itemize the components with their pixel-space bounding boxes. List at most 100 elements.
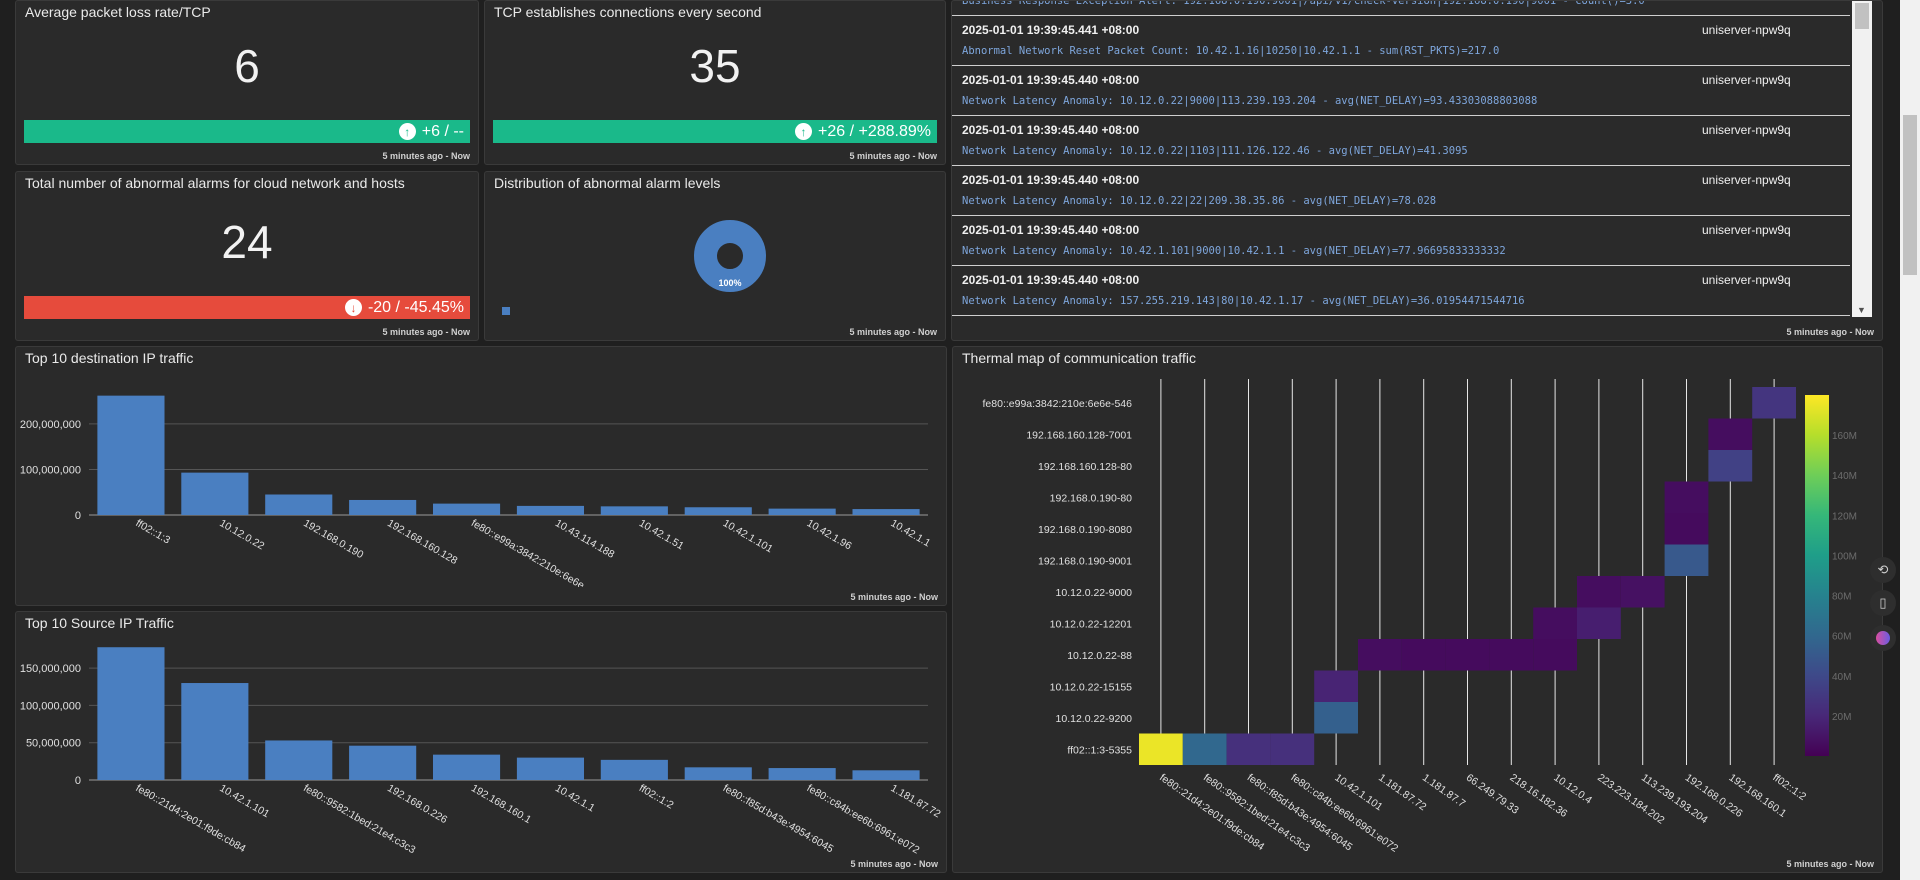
log-entry[interactable]: 2025-01-01 19:39:45.440 +08:00 uniserver-…	[952, 165, 1850, 216]
log-entry[interactable]: 2025-01-01 19:39:45.440 +08:00 uniserver-…	[952, 115, 1850, 166]
log-entry[interactable]: 2025-01-01 19:39:45.440 +08:00 uniserver-…	[952, 265, 1850, 316]
bar[interactable]	[265, 494, 333, 516]
log-host: uniserver-npw9q	[1702, 73, 1791, 87]
y-tick-label: 0	[75, 510, 81, 522]
pie-slice-label: 100%	[718, 278, 741, 288]
bar[interactable]	[600, 506, 668, 515]
bar[interactable]	[768, 768, 836, 780]
bar[interactable]	[349, 499, 417, 515]
bar[interactable]	[432, 754, 501, 780]
bar[interactable]	[97, 647, 165, 780]
heatmap-cell[interactable]	[1182, 733, 1227, 766]
bar[interactable]	[349, 745, 417, 780]
x-tick-label: 10.12.0.22	[217, 517, 266, 552]
panel-title: Thermal map of communication traffic	[962, 350, 1196, 366]
bar[interactable]	[516, 505, 585, 515]
heatmap-cell[interactable]	[1620, 576, 1665, 608]
log-timestamp: 2025-01-01 19:39:45.440 +08:00	[962, 223, 1140, 237]
panel-alarm-log: Business Response Exception Alert: 192.1…	[951, 0, 1883, 341]
page-scrollbar-thumb[interactable]	[1903, 115, 1917, 275]
heatmap-cell[interactable]	[1445, 639, 1490, 671]
bar[interactable]	[600, 759, 668, 780]
log-scrollbar[interactable]: ▼	[1852, 1, 1872, 317]
bar[interactable]	[181, 683, 249, 780]
arrow-down-icon: ↓	[344, 299, 362, 316]
x-tick-label: 10.42.1.101	[721, 517, 775, 555]
panel-alarm-distribution: Distribution of abnormal alarm levels 10…	[484, 171, 946, 341]
y-tick-label: 150,000,000	[20, 663, 81, 675]
log-timestamp: 2025-01-01 19:39:45.440 +08:00	[962, 123, 1140, 137]
colorbar-tick-label: 160M	[1832, 431, 1857, 442]
bar[interactable]	[516, 757, 585, 780]
y-tick-label: 192.168.0.190-80	[1050, 492, 1132, 504]
y-tick-label: 10.12.0.22-15155	[1050, 681, 1132, 693]
colorbar-tick-label: 20M	[1832, 712, 1851, 723]
x-tick-label: 192.168.160.1	[469, 782, 533, 826]
stat-change-bar: ↓ -20 / -45.45%	[24, 296, 470, 319]
log-timestamp: 2025-01-01 19:39:45.441 +08:00	[962, 23, 1140, 37]
heatmap-cell[interactable]	[1270, 733, 1315, 766]
pie-slice[interactable]	[694, 220, 766, 292]
log-entry[interactable]: 2025-01-01 19:39:45.440 +08:00 uniserver-…	[952, 215, 1850, 266]
stat-change: +26 / +288.89%	[818, 122, 931, 140]
bar[interactable]	[852, 509, 920, 515]
heatmap-cell[interactable]	[1314, 702, 1358, 734]
y-tick-label: 100,000,000	[20, 700, 81, 712]
bar[interactable]	[852, 770, 920, 780]
heatmap-cell[interactable]	[1708, 418, 1753, 451]
arrow-up-icon: ↑	[398, 123, 416, 140]
heatmap-cell[interactable]	[1226, 733, 1271, 766]
x-tick-label: ff02::1:2	[637, 782, 676, 811]
heatmap-cell[interactable]	[1664, 544, 1709, 577]
bar[interactable]	[97, 395, 165, 515]
y-tick-label: 200,000,000	[20, 419, 81, 431]
heatmap-cell[interactable]	[1401, 639, 1446, 671]
heatmap-cell[interactable]	[1664, 481, 1709, 514]
refresh-icon[interactable]: ⟲	[1870, 557, 1896, 583]
heatmap-cell[interactable]	[1577, 576, 1621, 608]
y-tick-label: 10.12.0.22-88	[1067, 650, 1132, 662]
log-entry[interactable]: 2025-01-01 19:39:45.441 +08:00 uniserver-…	[952, 15, 1850, 66]
x-tick-label: 10.42.1.1	[889, 517, 933, 549]
colorbar-tick-label: 40M	[1832, 672, 1851, 683]
heatmap-cell[interactable]	[1533, 607, 1577, 640]
brain-icon[interactable]	[1870, 625, 1896, 651]
time-range-label: 5 minutes ago - Now	[850, 859, 938, 869]
log-message: Network Latency Anomaly: 10.42.1.101|900…	[962, 245, 1506, 257]
bar[interactable]	[265, 740, 333, 780]
x-tick-label: 10.43.114.188	[553, 517, 617, 561]
y-tick-label: 10.12.0.22-9200	[1056, 713, 1133, 725]
heatmap-cell[interactable]	[1139, 733, 1183, 766]
chevron-down-icon[interactable]: ▼	[1857, 305, 1866, 315]
stat-value: 24	[221, 216, 273, 268]
heatmap-cell[interactable]	[1314, 670, 1358, 703]
heatmap-cell[interactable]	[1752, 387, 1796, 419]
colorbar-tick-label: 80M	[1832, 592, 1851, 603]
log-scrollbar-thumb[interactable]	[1855, 3, 1869, 29]
log-message: Network Latency Anomaly: 157.255.219.143…	[962, 295, 1525, 307]
heatmap-cell[interactable]	[1708, 450, 1753, 482]
x-tick-label: 192.168.0.226	[385, 782, 449, 826]
heatmap-cell[interactable]	[1533, 639, 1577, 671]
page-scrollbar[interactable]	[1900, 0, 1920, 880]
heatmap-cell[interactable]	[1664, 513, 1709, 545]
book-icon[interactable]: ▯	[1870, 590, 1896, 616]
log-entry[interactable]: Business Response Exception Alert: 192.1…	[952, 1, 1850, 16]
y-tick-label: 10.12.0.22-12201	[1050, 618, 1132, 630]
bar[interactable]	[684, 767, 752, 780]
heatmap-cell[interactable]	[1489, 639, 1534, 671]
bar[interactable]	[684, 507, 752, 515]
y-tick-label: ff02::1:3-5355	[1067, 744, 1132, 756]
legend-swatch[interactable]	[502, 307, 510, 315]
heatmap-cell[interactable]	[1358, 639, 1402, 671]
bar[interactable]	[768, 508, 836, 515]
heatmap-cell[interactable]	[1577, 607, 1621, 640]
time-range-label: 5 minutes ago - Now	[382, 151, 470, 161]
log-list[interactable]: Business Response Exception Alert: 192.1…	[952, 1, 1882, 317]
log-message: Abnormal Network Reset Packet Count: 10.…	[962, 45, 1500, 57]
bar[interactable]	[432, 503, 501, 515]
log-entry[interactable]: 2025-01-01 19:39:45.440 +08:00 uniserver-…	[952, 65, 1850, 116]
arrow-up-icon: ↑	[795, 123, 813, 140]
panel-title: Distribution of abnormal alarm levels	[494, 175, 721, 191]
bar[interactable]	[181, 472, 249, 515]
